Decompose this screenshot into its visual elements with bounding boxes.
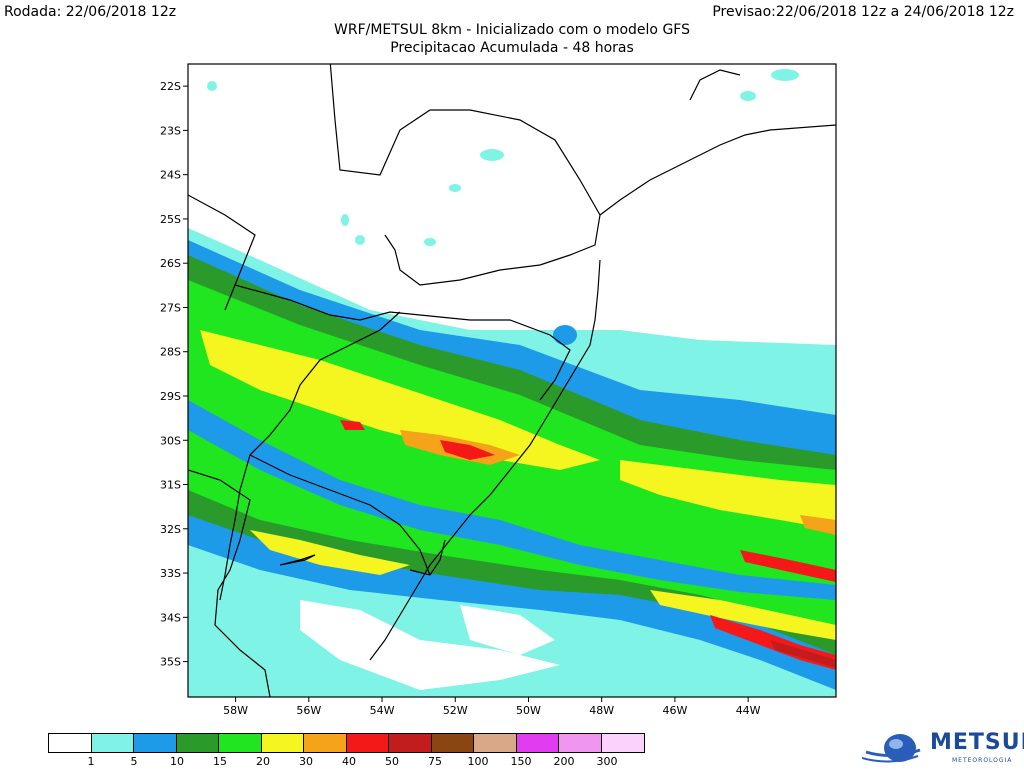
lon-tick-label: 48W (589, 704, 614, 717)
legend-label: 1 (87, 755, 95, 768)
legend-swatch (389, 734, 432, 752)
lon-tick-label: 44W (736, 704, 761, 717)
legend-swatch (474, 734, 517, 752)
legend-swatch (304, 734, 347, 752)
run-date: Rodada: 22/06/2018 12z (4, 4, 176, 20)
legend-label: 200 (553, 755, 575, 768)
latitude-axis: 22S 23S 24S 25S 26S 27S 28S 29S 30S 31S 32S 33S 34S 3… (160, 80, 188, 669)
longitude-axis: 58W 56W 54W 52W 50W 48W 46W 44W (223, 697, 761, 717)
country-borders (188, 64, 836, 697)
legend-label: 5 (130, 755, 138, 768)
color-legend (48, 733, 645, 753)
legend-label: 15 (213, 755, 227, 768)
legend-label: 75 (428, 755, 442, 768)
map-frame (187, 63, 837, 698)
lat-tick-label: 25S (160, 213, 181, 226)
legend-swatch (559, 734, 602, 752)
map-subtitle: Precipitacao Acumulada - 48 horas (390, 40, 634, 56)
lat-tick-label: 35S (160, 656, 181, 669)
legend-label: 20 (256, 755, 270, 768)
run-label: Rodada: (4, 4, 62, 20)
lat-tick-label: 27S (160, 301, 181, 314)
legend-label: 100 (467, 755, 489, 768)
legend-labels: 1 5 10 15 20 30 40 50 75 100 150 200 300 (0, 755, 1024, 769)
lat-tick-label: 23S (160, 124, 181, 137)
legend-swatch (261, 734, 304, 752)
lat-tick-label: 34S (160, 611, 181, 624)
lat-tick-label: 22S (160, 80, 181, 93)
lon-tick-label: 50W (516, 704, 541, 717)
legend-swatch (134, 734, 177, 752)
legend-swatch (516, 734, 559, 752)
precipitation-field (188, 64, 836, 697)
lat-tick-label: 28S (160, 346, 181, 359)
legend-swatch (91, 734, 134, 752)
legend-swatch (601, 734, 644, 752)
forecast-period: Previsao:22/06/2018 12z a 24/06/2018 12z (712, 4, 1014, 20)
legend-label: 50 (385, 755, 399, 768)
lon-tick-label: 56W (296, 704, 321, 717)
legend-swatch (431, 734, 474, 752)
lon-tick-label: 52W (443, 704, 468, 717)
legend-swatch (219, 734, 262, 752)
legend-swatch (176, 734, 219, 752)
legend-label: 300 (596, 755, 618, 768)
lat-tick-label: 32S (160, 523, 181, 536)
legend-label: 30 (299, 755, 313, 768)
logo-name: METSUL (930, 730, 1024, 755)
run-value: 22/06/2018 12z (65, 4, 177, 20)
legend-swatch (346, 734, 389, 752)
lat-tick-label: 30S (160, 434, 181, 447)
lat-tick-label: 29S (160, 390, 181, 403)
lon-tick-label: 54W (370, 704, 395, 717)
lon-tick-label: 58W (223, 704, 248, 717)
forecast-label: Previsao: (712, 4, 776, 20)
legend-label: 150 (510, 755, 532, 768)
metsul-logo (862, 734, 921, 763)
lon-tick-label: 46W (662, 704, 687, 717)
lat-tick-label: 33S (160, 567, 181, 580)
legend-label: 10 (170, 755, 184, 768)
forecast-value: 22/06/2018 12z a 24/06/2018 12z (775, 4, 1014, 20)
map-title: WRF/METSUL 8km - Inicializado com o mode… (334, 22, 690, 38)
legend-label: 40 (342, 755, 356, 768)
legend-swatch (49, 734, 92, 752)
lat-tick-label: 24S (160, 169, 181, 182)
lat-tick-label: 31S (160, 479, 181, 492)
lat-tick-label: 26S (160, 257, 181, 270)
logo-sub: METEOROLOGIA (952, 757, 1013, 764)
